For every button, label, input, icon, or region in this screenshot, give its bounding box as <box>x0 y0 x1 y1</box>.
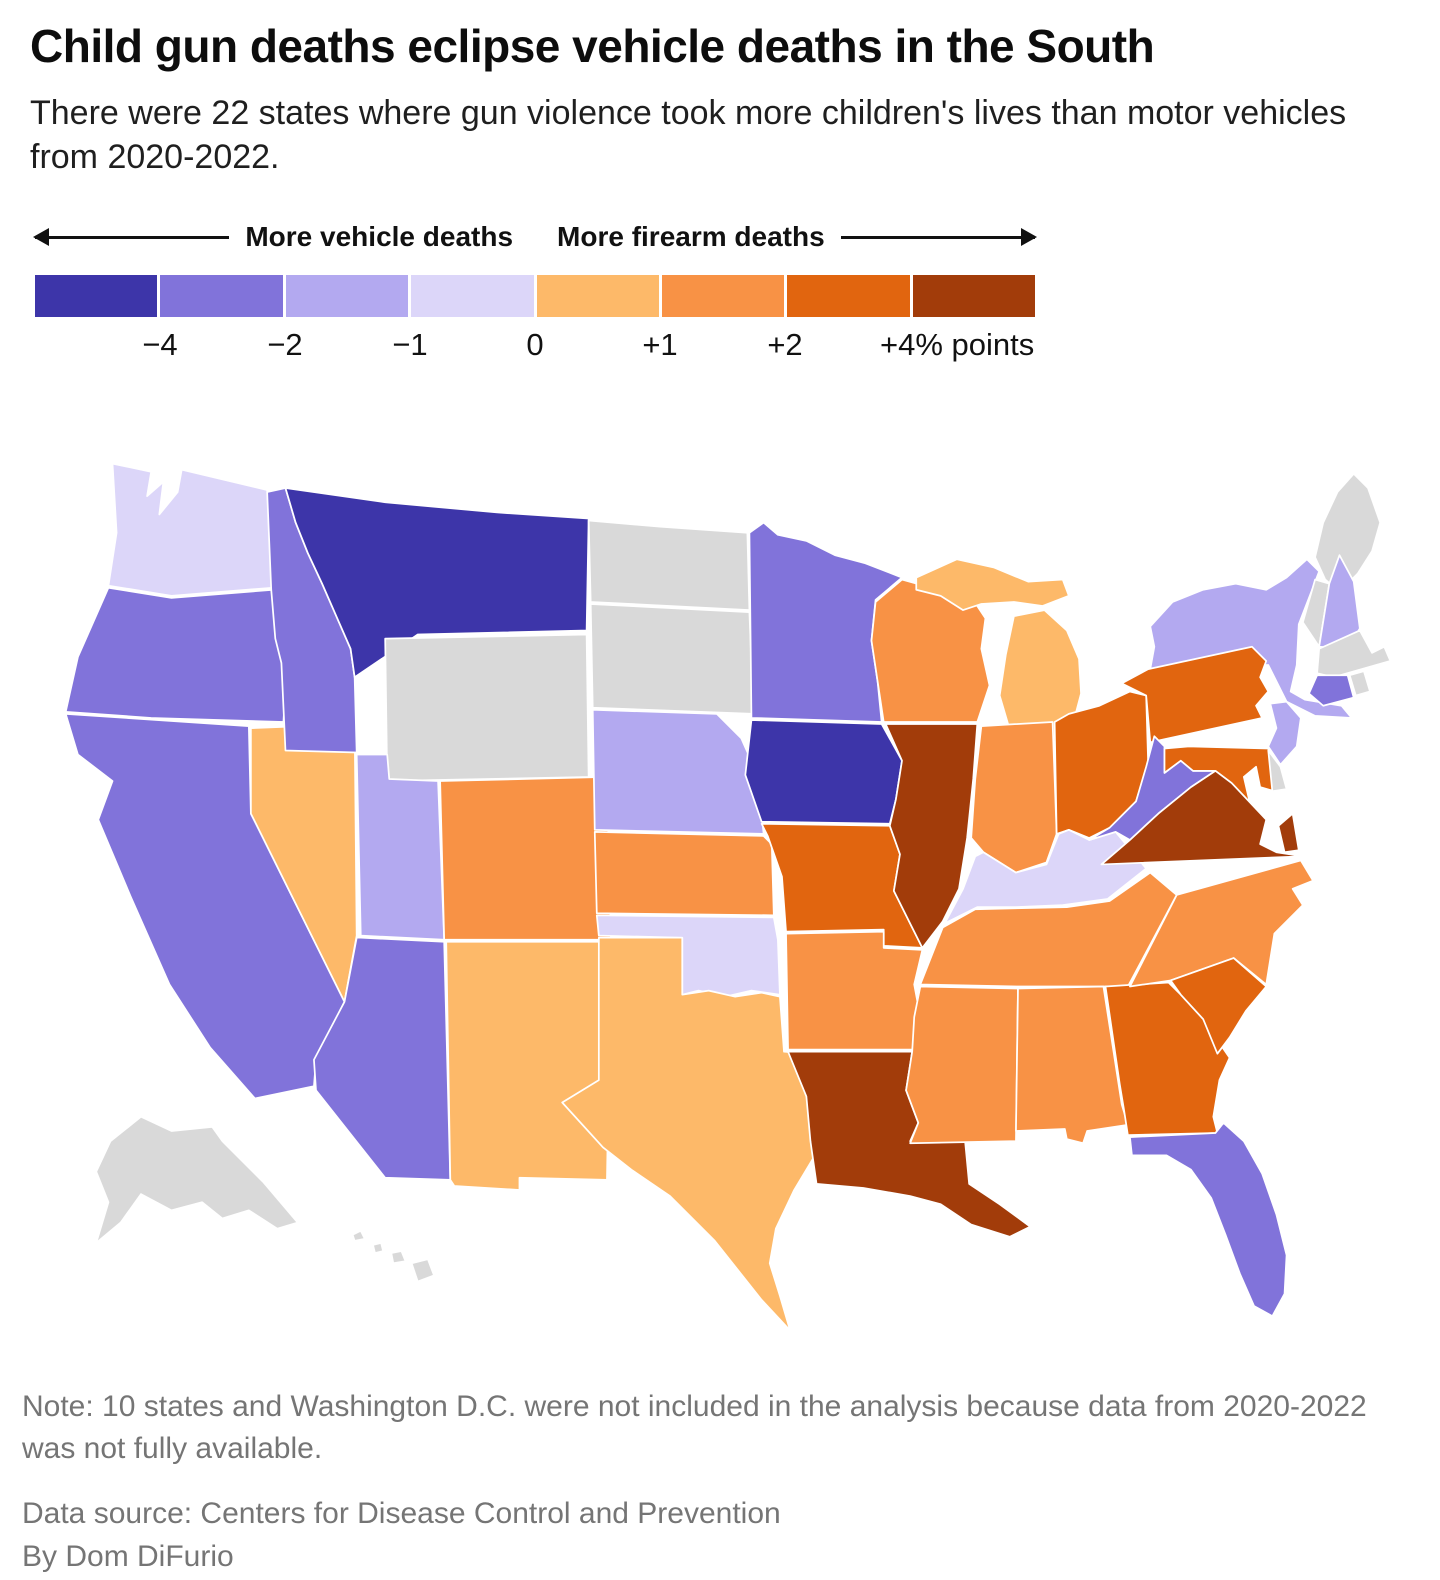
state-IA[interactable]: Iowa <box>744 719 903 825</box>
state-PA[interactable]: Pennsylvania <box>1120 646 1270 744</box>
state-AK[interactable]: Alaska <box>95 1116 299 1245</box>
chart-header: Child gun deaths eclipse vehicle deaths … <box>0 0 1440 179</box>
state-HI[interactable]: Hawaii <box>351 1230 435 1283</box>
legend-swatch <box>285 275 409 318</box>
state-WY[interactable]: Wyoming <box>384 633 590 783</box>
legend-swatch <box>160 275 283 318</box>
legend-tick-label: +4% points <box>880 327 1035 363</box>
byline: By Dom DiFurio <box>22 1539 234 1573</box>
state-VA[interactable]: Virginia <box>1100 770 1304 866</box>
map-container: AlaskaHawaiiWashingtonOregonCaliforniaNe… <box>48 429 1440 1365</box>
legend-tick-label: +1 <box>642 327 678 363</box>
state-UT[interactable]: Utah <box>355 753 446 941</box>
legend-tick-label: −2 <box>267 327 303 363</box>
footnote: Note: 10 states and Washington D.C. were… <box>22 1390 1367 1465</box>
legend-tick-label: −1 <box>392 327 428 363</box>
state-MS[interactable]: Mississippi <box>905 985 1019 1145</box>
legend-tick-labels: −4 −2 −1 0 +1 +2 +4% points <box>35 325 1035 371</box>
state-CT[interactable]: Connecticut <box>1308 674 1355 707</box>
legend-swatch <box>912 275 1035 318</box>
state-KY[interactable]: Kentucky <box>943 829 1148 925</box>
state-NE[interactable]: Nebraska <box>591 709 765 836</box>
legend-tick-label: 0 <box>526 327 544 363</box>
chart-footer: Note: 10 states and Washington D.C. were… <box>0 1386 1440 1577</box>
data-source: Data source: Centers for Disease Control… <box>22 1497 781 1530</box>
state-NC[interactable]: North Carolina <box>1129 859 1314 988</box>
state-AR[interactable]: Arkansas <box>785 930 924 1051</box>
state-SC[interactable]: South Carolina <box>1169 957 1268 1055</box>
state-WA[interactable]: Washington <box>107 462 275 597</box>
state-IL[interactable]: Illinois <box>884 723 979 949</box>
legend-direction-labels: More vehicle deaths More firearm deaths <box>32 221 1038 253</box>
right-arrow-icon <box>840 227 1038 246</box>
state-AL[interactable]: Alabama <box>1015 985 1129 1145</box>
state-SD[interactable]: South Dakota <box>589 603 755 715</box>
legend-swatch <box>35 275 158 318</box>
state-MN[interactable]: Minnesota <box>748 522 903 724</box>
state-RI[interactable]: Rhode Island <box>1348 670 1371 697</box>
state-ND[interactable]: North Dakota <box>587 519 751 612</box>
us-choropleth-map: AlaskaHawaiiWashingtonOregonCaliforniaNe… <box>64 462 1392 1332</box>
state-AZ[interactable]: Arizona <box>313 937 452 1181</box>
state-IN[interactable]: Indiana <box>970 721 1058 874</box>
legend-color-scale <box>35 275 1035 318</box>
legend-swatch <box>661 275 785 318</box>
legend: More vehicle deaths More firearm deaths … <box>32 221 1038 371</box>
state-TN[interactable]: Tennessee <box>919 871 1178 988</box>
chart-subtitle: There were 22 states where gun violence … <box>30 93 1347 177</box>
state-KS[interactable]: Kansas <box>593 831 775 917</box>
state-NH[interactable]: New Hampshire <box>1318 554 1361 650</box>
state-OR[interactable]: Oregon <box>64 587 289 724</box>
legend-swatch <box>787 275 910 318</box>
legend-tick-label: −4 <box>142 327 178 363</box>
legend-tick-label: +2 <box>767 327 803 363</box>
state-CO[interactable]: Colorado <box>439 776 612 941</box>
legend-swatch <box>536 275 659 318</box>
left-arrow-icon <box>32 227 230 246</box>
state-NJ[interactable]: New Jersey <box>1267 701 1302 766</box>
legend-label-more-vehicle-deaths: More vehicle deaths <box>245 221 514 253</box>
state-TX[interactable]: Texas <box>561 937 820 1332</box>
legend-label-more-firearm-deaths: More firearm deaths <box>557 221 825 253</box>
state-FL[interactable]: Florida <box>1129 1122 1288 1318</box>
state-NM[interactable]: New Mexico <box>445 941 612 1192</box>
state-MT[interactable]: Montana <box>284 487 590 679</box>
state-DE[interactable]: Delaware <box>1267 749 1288 793</box>
chart-title: Child gun deaths eclipse vehicle deaths … <box>30 20 1155 72</box>
legend-swatch <box>411 275 534 318</box>
state-NY[interactable]: New York <box>1149 558 1353 720</box>
